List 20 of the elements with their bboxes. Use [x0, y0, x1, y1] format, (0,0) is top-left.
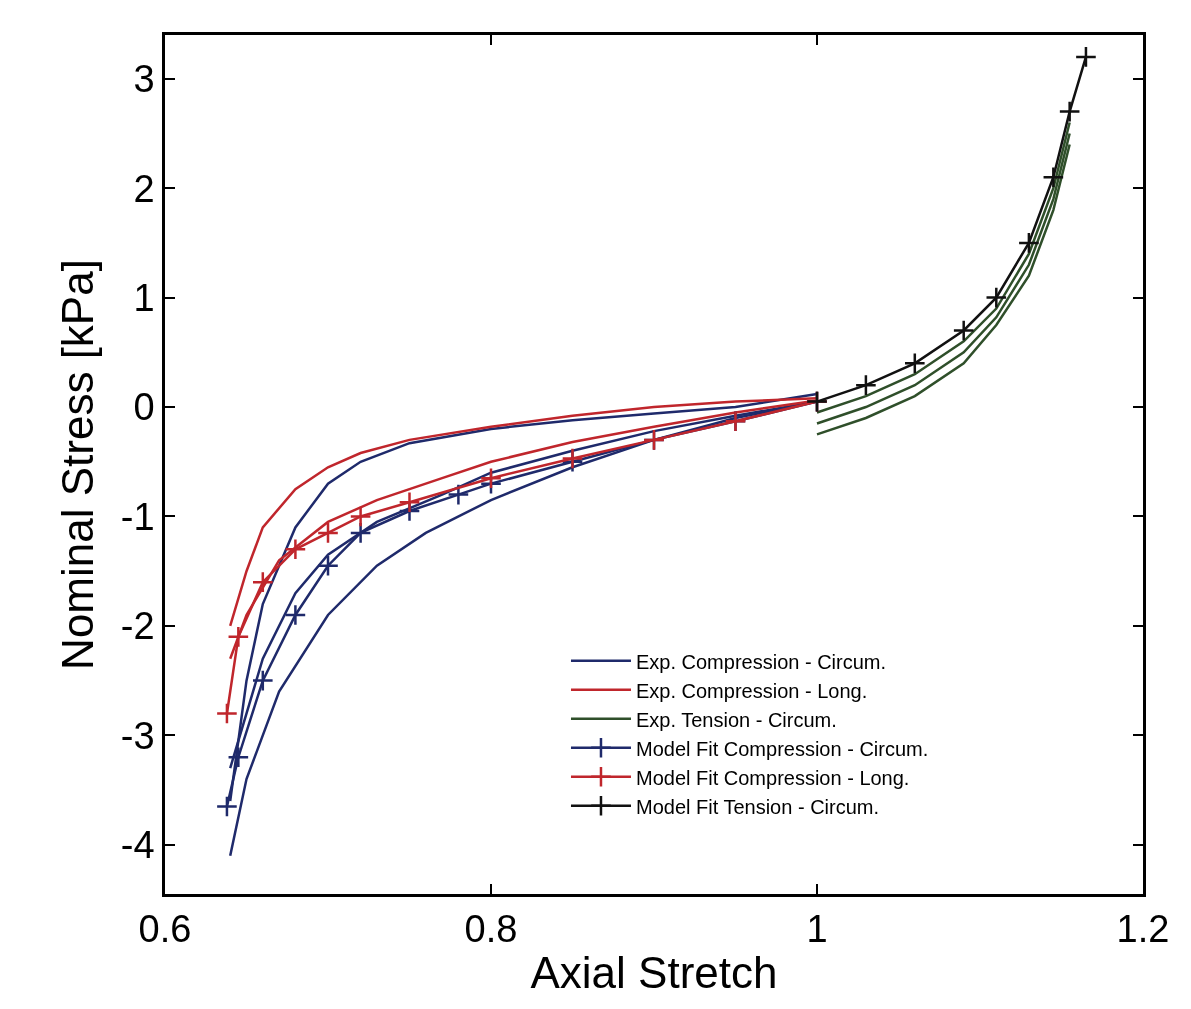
y-axis-title: Nominal Stress [kPa]: [52, 259, 102, 670]
x-tick-label: 0.6: [138, 908, 192, 951]
y-tick-label: -3: [120, 714, 155, 757]
legend-label: Exp. Compression - Circum.: [635, 650, 887, 673]
y-tick-label: 2: [133, 167, 155, 210]
y-tick-label: -2: [120, 605, 155, 648]
legend-label: Model Fit Compression - Circum.: [635, 737, 929, 760]
legend-label: Exp. Tension - Circum.: [635, 708, 837, 731]
y-tick-label: 1: [133, 276, 155, 319]
x-tick-label: 0.8: [464, 908, 518, 951]
x-tick-label: 1: [806, 908, 828, 951]
legend-label: Model Fit Tension - Circum.: [635, 795, 880, 818]
x-axis-title: Axial Stretch: [530, 947, 778, 997]
legend-label: Model Fit Compression - Long.: [635, 766, 910, 789]
y-tick-label: 0: [133, 386, 155, 429]
y-tick-label: 3: [133, 58, 155, 101]
y-tick-label: -4: [120, 824, 155, 867]
x-tick-label: 1.2: [1116, 908, 1170, 951]
y-tick-label: -1: [120, 495, 155, 538]
legend-label: Exp. Compression - Long.: [635, 679, 868, 702]
